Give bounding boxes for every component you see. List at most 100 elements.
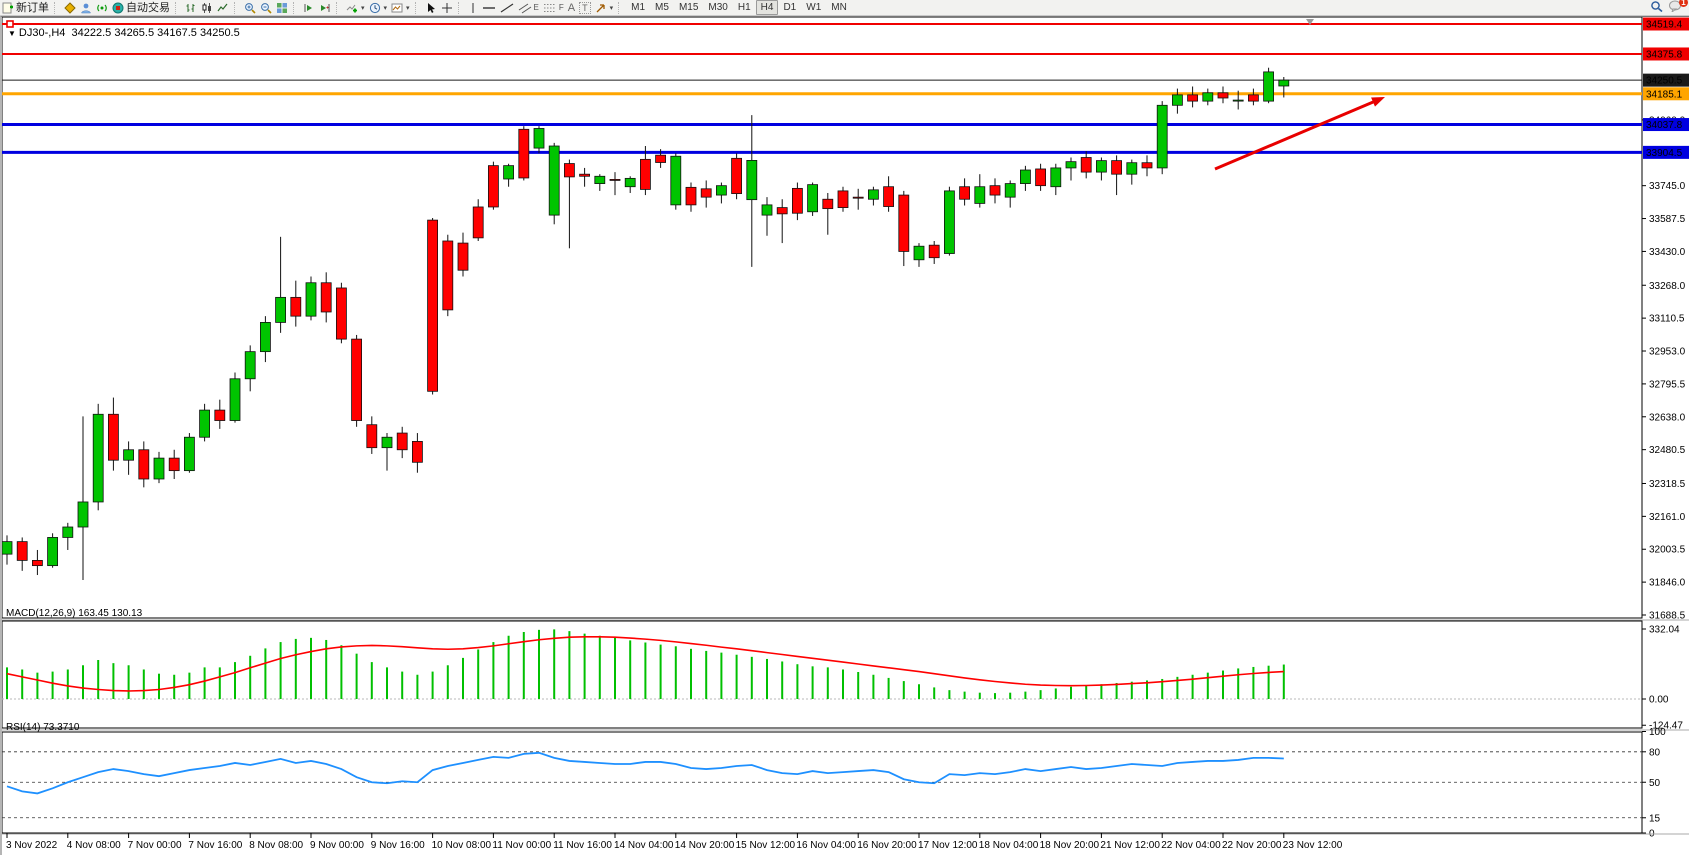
line-chart-button[interactable] xyxy=(215,1,231,15)
candle-body xyxy=(183,436,195,472)
vertical-line-button[interactable] xyxy=(466,1,480,15)
price-line-label: 34185.1 xyxy=(1646,89,1683,100)
chart-canvas[interactable]: 34060.033745.033587.533430.033268.033110… xyxy=(2,17,1689,855)
candle-body xyxy=(411,441,423,463)
fibonacci-button[interactable]: F xyxy=(541,1,566,15)
auto-scroll-button[interactable] xyxy=(301,1,317,15)
time-tick-label: 14 Nov 20:00 xyxy=(675,840,735,851)
trend-arrow[interactable] xyxy=(1214,99,1378,171)
candle-body xyxy=(199,409,211,438)
price-tick-label: 31688.5 xyxy=(1649,611,1686,622)
arrows-button[interactable]: ▾ xyxy=(593,1,616,15)
trendline-icon xyxy=(500,2,514,14)
candle-body xyxy=(822,198,834,210)
horizontal-line-button[interactable] xyxy=(480,1,498,15)
price-line-label: 34250.5 xyxy=(1646,76,1683,87)
candle-body xyxy=(852,196,864,199)
toolbar-separator xyxy=(54,1,60,14)
candlestick-chart-icon xyxy=(201,2,213,14)
chart-shift-marker[interactable] xyxy=(1306,19,1314,25)
candle-body xyxy=(168,457,180,472)
expert-advisors-button[interactable] xyxy=(94,1,110,15)
navigator-button[interactable] xyxy=(78,1,94,15)
time-tick-label: 18 Nov 04:00 xyxy=(979,840,1039,851)
timeframe-m15-button[interactable]: M15 xyxy=(678,2,699,13)
candle-body xyxy=(1065,161,1077,169)
candle-body xyxy=(533,128,545,149)
candle-body xyxy=(1004,183,1016,198)
time-tick-label: 8 Nov 08:00 xyxy=(249,840,303,851)
text-label-button[interactable]: T xyxy=(577,1,593,15)
crosshair-button[interactable] xyxy=(439,1,455,15)
crosshair-icon xyxy=(441,2,453,14)
candle-body xyxy=(959,186,970,200)
chart-shift-button[interactable] xyxy=(317,1,333,15)
time-tick-label: 11 Nov 16:00 xyxy=(553,840,612,851)
text-tool-icon: A xyxy=(567,1,576,14)
vertical-line-icon xyxy=(468,2,478,14)
price-tick-label: 32003.5 xyxy=(1649,545,1686,556)
zoom-in-button[interactable] xyxy=(242,1,258,15)
candle-body xyxy=(427,219,439,392)
timeframe-m30-button[interactable]: M30 xyxy=(708,2,728,13)
macd-signal-line xyxy=(6,636,1284,692)
periods-button[interactable]: ▾ xyxy=(367,1,390,15)
candle-body xyxy=(716,185,727,196)
candle-body xyxy=(1035,168,1046,187)
candle-body xyxy=(1232,99,1244,102)
line-handle xyxy=(6,20,14,28)
tile-windows-button[interactable] xyxy=(274,1,290,15)
timeframe-h1-button[interactable]: H1 xyxy=(737,2,751,13)
price-line-label-box xyxy=(1643,47,1689,61)
candle-body xyxy=(62,526,74,538)
symbol-dropdown-icon[interactable]: ▼ xyxy=(8,29,16,38)
search-icon[interactable] xyxy=(1650,0,1663,16)
candle-body xyxy=(1172,94,1183,106)
chart-title-symbol: DJ30-,H4 xyxy=(18,27,66,39)
candle-body xyxy=(77,501,89,528)
candle-body xyxy=(1096,160,1107,173)
time-tick-label: 14 Nov 04:00 xyxy=(614,840,674,851)
candle-body xyxy=(381,436,393,449)
navigator-icon xyxy=(80,2,92,14)
macd-tick-label: 332.04 xyxy=(1649,624,1680,635)
new-order-button[interactable]: 新订单 xyxy=(0,1,51,15)
candle-body xyxy=(442,240,454,311)
timeframe-m5-button[interactable]: M5 xyxy=(655,2,669,13)
indicators-button[interactable]: ▾ xyxy=(344,1,367,15)
time-tick-label: 16 Nov 04:00 xyxy=(796,840,856,851)
candlestick-chart-button[interactable] xyxy=(199,1,215,15)
chat-button[interactable]: 1 xyxy=(1669,0,1688,15)
timeframe-mn-button[interactable]: MN xyxy=(831,2,847,13)
time-tick-label: 7 Nov 00:00 xyxy=(128,840,182,851)
bar-chart-button[interactable] xyxy=(183,1,199,15)
time-tick-label: 22 Nov 04:00 xyxy=(1161,840,1221,851)
autotrading-button[interactable]: 自动交易 xyxy=(110,1,172,15)
trendline-button[interactable] xyxy=(498,1,516,15)
timeframe-d1-button[interactable]: D1 xyxy=(783,2,797,13)
trend-arrow-head[interactable] xyxy=(1371,97,1385,107)
main-toolbar: 新订单 自动交易 xyxy=(0,0,1689,16)
candle-body xyxy=(913,245,925,261)
market-watch-button[interactable] xyxy=(62,1,78,15)
candle-body xyxy=(92,413,104,503)
time-tick-label: 11 Nov 00:00 xyxy=(492,840,551,851)
timeframe-m1-button[interactable]: M1 xyxy=(631,2,646,13)
timeframe-h4-button[interactable]: H4 xyxy=(755,0,779,15)
toolbar-separator xyxy=(336,1,342,14)
chart-window[interactable]: 34060.033745.033587.533430.033268.033110… xyxy=(0,16,1689,855)
candle-body xyxy=(290,296,302,317)
equidistant-channel-button[interactable]: E xyxy=(516,1,541,15)
cursor-button[interactable] xyxy=(423,1,439,15)
candle-body xyxy=(837,190,849,208)
text-button[interactable]: A xyxy=(566,1,577,15)
zoom-out-button[interactable] xyxy=(258,1,274,15)
candle-body xyxy=(700,188,712,198)
time-tick-label: 18 Nov 20:00 xyxy=(1040,840,1100,851)
templates-button[interactable]: ▾ xyxy=(389,1,412,15)
timeframe-w1-button[interactable]: W1 xyxy=(806,2,822,13)
zoom-in-icon xyxy=(244,2,256,14)
time-tick-label: 23 Nov 12:00 xyxy=(1283,840,1343,851)
candle-body xyxy=(944,190,955,254)
candle-body xyxy=(16,541,28,561)
